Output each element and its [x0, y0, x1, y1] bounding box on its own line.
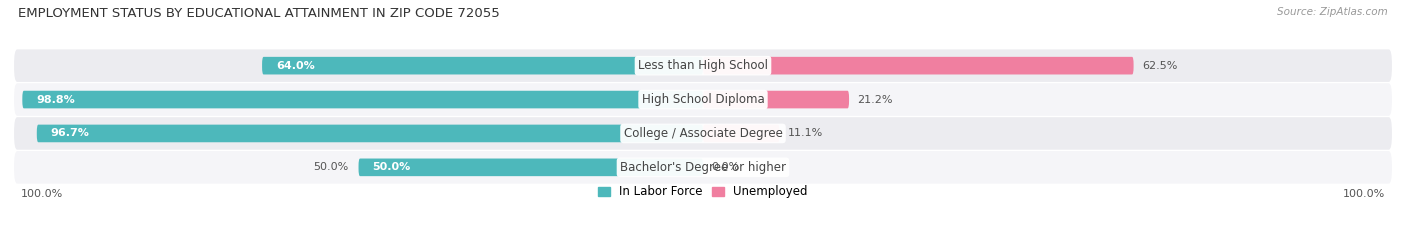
- FancyBboxPatch shape: [703, 91, 849, 108]
- FancyBboxPatch shape: [37, 125, 703, 142]
- FancyBboxPatch shape: [703, 57, 1133, 75]
- Legend: In Labor Force, Unemployed: In Labor Force, Unemployed: [593, 181, 813, 203]
- Text: 21.2%: 21.2%: [858, 95, 893, 105]
- FancyBboxPatch shape: [14, 83, 1392, 116]
- Text: EMPLOYMENT STATUS BY EDUCATIONAL ATTAINMENT IN ZIP CODE 72055: EMPLOYMENT STATUS BY EDUCATIONAL ATTAINM…: [18, 7, 501, 20]
- Text: 11.1%: 11.1%: [787, 128, 823, 138]
- Text: Less than High School: Less than High School: [638, 59, 768, 72]
- Text: High School Diploma: High School Diploma: [641, 93, 765, 106]
- Text: 62.5%: 62.5%: [1142, 61, 1177, 71]
- Text: 64.0%: 64.0%: [276, 61, 315, 71]
- Text: 100.0%: 100.0%: [1343, 189, 1385, 199]
- FancyBboxPatch shape: [14, 151, 1392, 184]
- FancyBboxPatch shape: [703, 125, 779, 142]
- FancyBboxPatch shape: [359, 158, 703, 176]
- Text: Bachelor's Degree or higher: Bachelor's Degree or higher: [620, 161, 786, 174]
- Text: 98.8%: 98.8%: [37, 95, 75, 105]
- Text: 50.0%: 50.0%: [314, 162, 349, 172]
- Text: 50.0%: 50.0%: [373, 162, 411, 172]
- Text: 0.0%: 0.0%: [711, 162, 740, 172]
- Text: College / Associate Degree: College / Associate Degree: [624, 127, 782, 140]
- FancyBboxPatch shape: [262, 57, 703, 75]
- Text: Source: ZipAtlas.com: Source: ZipAtlas.com: [1277, 7, 1388, 17]
- FancyBboxPatch shape: [14, 49, 1392, 82]
- Text: 100.0%: 100.0%: [21, 189, 63, 199]
- FancyBboxPatch shape: [22, 91, 703, 108]
- FancyBboxPatch shape: [14, 117, 1392, 150]
- Text: 96.7%: 96.7%: [51, 128, 90, 138]
